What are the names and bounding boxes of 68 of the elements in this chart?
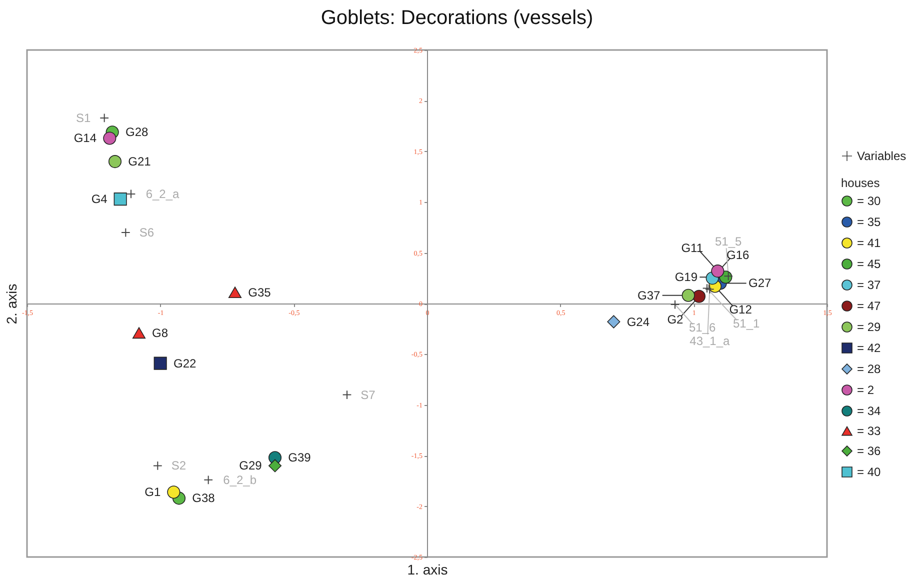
point <box>692 290 706 303</box>
data-label: G8 <box>152 326 168 340</box>
data-label: G38 <box>192 491 216 506</box>
legend-label: = 2 <box>857 383 874 397</box>
data-label: G16 <box>726 248 750 262</box>
data-label: 51_5 <box>714 234 742 249</box>
point <box>132 327 146 339</box>
legend-label: = 34 <box>857 404 882 418</box>
data-label: S2 <box>171 458 186 473</box>
data-label: G2 <box>667 312 684 326</box>
point <box>670 300 680 310</box>
data-label: G4 <box>91 192 108 206</box>
legend-label: = 42 <box>857 341 882 355</box>
data-label: G1 <box>144 485 161 500</box>
data-label: 51_1 <box>732 316 760 330</box>
data-label: G35 <box>248 285 272 300</box>
point <box>120 228 130 238</box>
point <box>228 286 242 298</box>
legend-label: Variables <box>857 149 906 163</box>
data-label: G11 <box>681 241 704 256</box>
data-label: S7 <box>360 388 376 402</box>
legend-label: = 36 <box>857 444 882 458</box>
point <box>268 459 282 472</box>
chart-title: Goblets: Decorations (vessels) <box>320 7 594 29</box>
legend-title: houses <box>841 176 880 190</box>
legend-label: = 29 <box>857 320 882 334</box>
data-label: G12 <box>729 302 752 316</box>
legend-label: = 45 <box>857 257 882 271</box>
data-label: S1 <box>76 110 91 125</box>
data-label: 6_2_b <box>223 472 257 487</box>
point <box>167 486 180 499</box>
legend-label: = 37 <box>857 278 882 292</box>
legend-label: = 33 <box>857 424 882 438</box>
legend-label: = 30 <box>857 194 882 208</box>
point <box>152 461 162 470</box>
point <box>711 264 724 278</box>
data-label: G27 <box>748 276 772 290</box>
point <box>702 284 712 293</box>
data-label: S6 <box>139 226 154 240</box>
data-label: G28 <box>125 125 148 140</box>
data-label: G22 <box>173 356 196 370</box>
point <box>100 113 110 123</box>
point <box>204 475 214 485</box>
data-label: 6_2_a <box>146 186 180 201</box>
data-label: G14 <box>74 131 97 146</box>
y-axis-title: 2. axis <box>4 284 20 324</box>
data-label: G37 <box>637 288 660 302</box>
point <box>682 288 695 302</box>
legend-label: = 41 <box>857 236 882 250</box>
point <box>342 390 352 400</box>
point <box>103 132 116 145</box>
point <box>108 155 122 168</box>
data-label: G39 <box>288 450 312 465</box>
legend-label: = 40 <box>857 465 882 479</box>
legend-label: = 35 <box>857 215 882 229</box>
point <box>114 192 127 206</box>
data-label: G24 <box>626 314 650 329</box>
data-label: G21 <box>128 154 152 169</box>
point <box>607 315 620 328</box>
data-label: 43_1_a <box>690 334 730 348</box>
x-axis-title: 1. axis <box>407 562 448 578</box>
point <box>154 356 167 370</box>
legend-label: = 28 <box>857 362 882 376</box>
data-label: G29 <box>239 458 262 473</box>
data-label: G19 <box>674 270 698 284</box>
point <box>126 189 136 199</box>
point <box>704 284 714 294</box>
legend-label: = 47 <box>857 299 882 313</box>
